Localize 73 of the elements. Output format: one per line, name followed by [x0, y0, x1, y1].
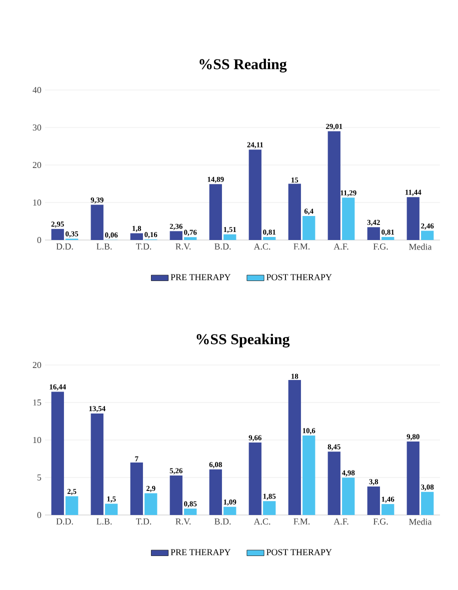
bar: [105, 504, 118, 515]
bar: [382, 236, 394, 240]
chart-title: %SS Reading: [200, 58, 287, 72]
x-tick-label: A.F.: [334, 518, 348, 525]
bar: [406, 197, 420, 240]
y-tick-label: 30: [32, 124, 42, 131]
bar: [342, 198, 355, 240]
bar: [263, 236, 276, 240]
bar: [170, 231, 182, 240]
bar: [184, 508, 197, 515]
bar: [421, 492, 434, 515]
bar: [248, 150, 262, 240]
y-tick-label: 15: [33, 399, 42, 406]
x-tick-label: R.V.: [176, 244, 191, 250]
y-tick-label: 20: [32, 162, 42, 168]
bar: [382, 504, 394, 515]
x-tick-label: A.C.: [254, 244, 270, 250]
legend-label: POST THERAPY: [266, 549, 332, 556]
bar: [421, 230, 434, 240]
bar: [170, 476, 182, 515]
y-tick-label: 0: [37, 236, 42, 244]
x-tick-label: L.B.: [96, 244, 112, 250]
bar: [288, 380, 301, 515]
bar: [184, 237, 197, 240]
y-tick-label: 5: [37, 474, 42, 480]
x-tick-label: D.D.: [56, 518, 73, 525]
y-tick-label: 10: [33, 436, 42, 444]
legend-label: POST THERAPY: [266, 274, 332, 280]
bar: [66, 496, 78, 515]
bar: [263, 501, 276, 515]
bar: [209, 469, 222, 515]
legend-label: PRE THERAPY: [170, 549, 231, 556]
x-tick-label: F.M.: [294, 244, 310, 250]
bar: [302, 435, 316, 515]
legend-label: PRE THERAPY: [170, 274, 231, 280]
y-tick-label: 0: [37, 512, 42, 518]
bar: [406, 441, 420, 515]
bar: [248, 442, 262, 515]
y-tick-label: 10: [33, 199, 42, 206]
x-tick-label: F.G.: [373, 518, 388, 525]
y-tick-label: 20: [32, 362, 42, 368]
bar: [367, 227, 380, 240]
bar: [90, 204, 104, 240]
x-tick-label: F.G.: [373, 244, 388, 250]
bar: [209, 184, 222, 240]
x-tick-label: A.C.: [254, 518, 270, 525]
x-tick-label: F.M.: [294, 518, 310, 525]
bar: [328, 452, 340, 515]
bar: [342, 478, 355, 515]
y-tick-label: 40: [32, 86, 42, 94]
bar: [302, 216, 316, 240]
chart-title: %SS Speaking: [196, 334, 290, 348]
bar: [130, 462, 143, 515]
bar: [367, 486, 380, 515]
bar: [51, 392, 64, 515]
x-tick-label: A.F.: [334, 244, 348, 250]
bar: [90, 413, 104, 515]
x-tick-label: B.D.: [214, 518, 231, 525]
x-tick-label: R.V.: [176, 518, 191, 525]
bar: [130, 233, 143, 240]
bar: [328, 131, 340, 240]
x-tick-label: T.D.: [136, 518, 152, 525]
bar: [224, 234, 236, 240]
bar: [144, 493, 158, 515]
x-tick-label: D.D.: [56, 244, 73, 250]
x-tick-label: T.D.: [136, 244, 152, 250]
x-tick-label: B.D.: [214, 244, 231, 250]
bar: [288, 184, 301, 240]
x-tick-label: L.B.: [96, 518, 112, 525]
bar: [51, 228, 64, 240]
x-tick-label: Media: [409, 244, 432, 250]
x-tick-label: Media: [409, 518, 432, 525]
bar: [224, 506, 236, 515]
